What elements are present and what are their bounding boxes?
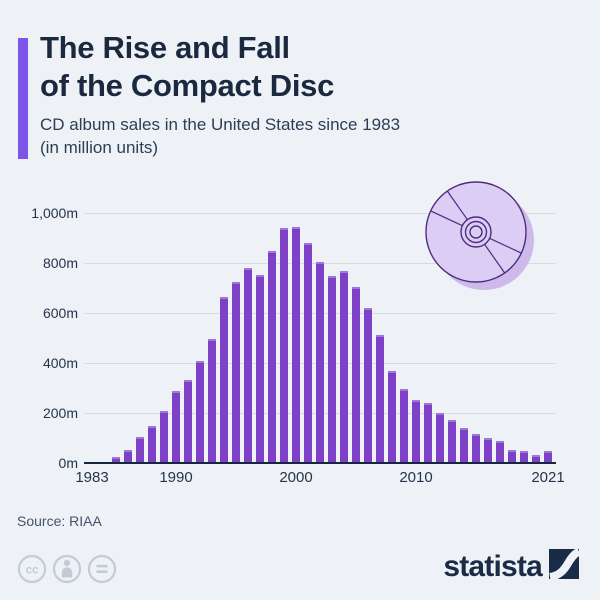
bar-1990 — [172, 391, 180, 463]
cc-license-icons: cc — [17, 554, 117, 584]
bar-chart-plot — [84, 213, 556, 464]
cd-hub — [460, 216, 492, 248]
y-axis-label: 1,000m — [31, 205, 78, 221]
bar-1992 — [196, 361, 204, 463]
bar-1997 — [256, 275, 264, 463]
bar-1989 — [160, 411, 168, 463]
title-accent-bar — [18, 38, 28, 159]
bar-2017 — [496, 441, 504, 463]
x-axis-label-2000: 2000 — [279, 469, 313, 486]
attribution-icon[interactable] — [52, 554, 82, 584]
title-line-2: of the Compact Disc — [40, 68, 335, 103]
bar-2013 — [448, 420, 456, 463]
statista-mark-icon — [549, 549, 579, 579]
bar-2021 — [544, 451, 552, 463]
y-axis-label: 600m — [42, 305, 78, 321]
bar-2009 — [400, 389, 408, 463]
bar-2005 — [352, 287, 360, 463]
bar-2004 — [340, 271, 348, 463]
x-axis-line — [84, 462, 556, 464]
bar-1988 — [148, 426, 156, 463]
cd-disc — [425, 181, 527, 283]
no-derivatives-icon[interactable] — [87, 554, 117, 584]
x-axis-label-1983: 1983 — [75, 469, 109, 486]
bar-2010 — [412, 400, 420, 463]
bar-1993 — [208, 339, 216, 463]
bar-1994 — [220, 297, 228, 463]
bar-2002 — [316, 262, 324, 463]
bar-2012 — [436, 413, 444, 463]
y-axis-label: 200m — [42, 405, 78, 421]
bar-2007 — [376, 335, 384, 463]
bar-2008 — [388, 371, 396, 463]
bar-2019 — [520, 451, 528, 463]
statista-wordmark: statista — [443, 550, 542, 583]
compact-disc-icon — [425, 181, 534, 290]
statista-logo[interactable]: statista — [443, 549, 579, 583]
bar-2000 — [292, 227, 300, 463]
bar-2020 — [532, 455, 540, 463]
cc-icon[interactable]: cc — [17, 554, 47, 584]
y-axis-label: 400m — [42, 355, 78, 371]
y-axis-labels: 1,000m 800m 600m 400m 200m 0m — [0, 0, 78, 600]
bar-1995 — [232, 282, 240, 463]
x-axis-labels: 1983 1990 2000 2010 2021 — [0, 469, 600, 489]
page-title: The Rise and Fall of the Compact Disc — [40, 29, 334, 105]
y-axis-label: 0m — [58, 455, 78, 471]
bar-2011 — [424, 403, 432, 463]
gridline-1,000m — [84, 213, 556, 214]
bar-1996 — [244, 268, 252, 463]
bar-1991 — [184, 380, 192, 463]
bar-1985 — [112, 457, 120, 463]
chart-subtitle: CD album sales in the United States sinc… — [40, 113, 400, 159]
bar-1987 — [136, 437, 144, 463]
svg-text:cc: cc — [26, 565, 39, 577]
bar-2018 — [508, 450, 516, 463]
x-axis-label-1990: 1990 — [159, 469, 193, 486]
bar-2006 — [364, 308, 372, 463]
bar-2003 — [328, 276, 336, 463]
x-axis-label-2021: 2021 — [531, 469, 565, 486]
x-axis-label-2010: 2010 — [399, 469, 433, 486]
bar-2016 — [484, 438, 492, 463]
subtitle-line-2: (in million units) — [40, 138, 159, 157]
y-axis-label: 800m — [42, 255, 78, 271]
bar-1999 — [280, 228, 288, 463]
cd-sheen-lines — [430, 190, 522, 274]
bar-2001 — [304, 243, 312, 463]
bar-2015 — [472, 434, 480, 463]
title-line-1: The Rise and Fall — [40, 30, 290, 65]
bar-1986 — [124, 450, 132, 463]
subtitle-line-1: CD album sales in the United States sinc… — [40, 115, 401, 134]
source-note: Source: RIAA — [17, 513, 102, 529]
bar-1998 — [268, 251, 276, 463]
bar-2014 — [460, 428, 468, 463]
